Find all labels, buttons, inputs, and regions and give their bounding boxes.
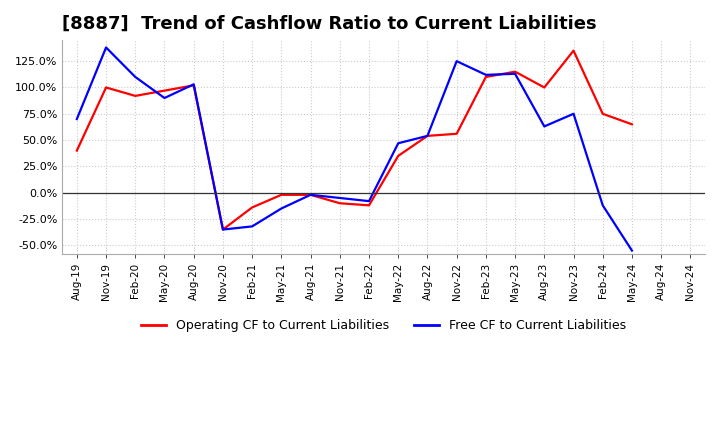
Text: [8887]  Trend of Cashflow Ratio to Current Liabilities: [8887] Trend of Cashflow Ratio to Curren… <box>62 15 597 33</box>
Legend: Operating CF to Current Liabilities, Free CF to Current Liabilities: Operating CF to Current Liabilities, Fre… <box>136 314 631 337</box>
